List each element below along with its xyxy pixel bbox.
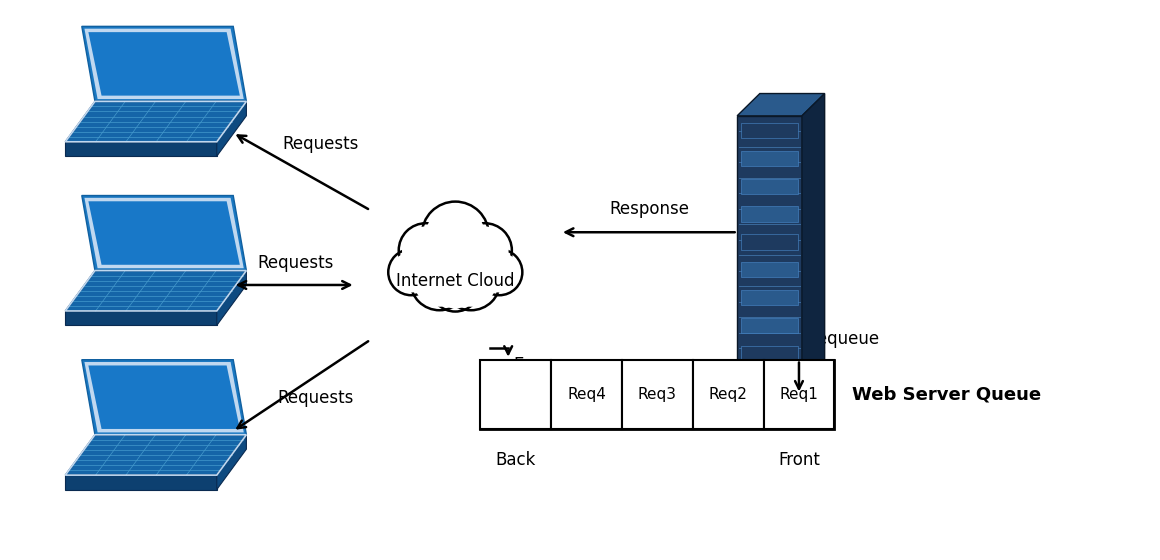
Bar (741, 179, 798, 194)
Bar (693, 360, 763, 430)
Circle shape (477, 249, 522, 295)
Polygon shape (85, 198, 244, 268)
Polygon shape (65, 270, 246, 311)
Text: Req4: Req4 (567, 387, 606, 402)
Circle shape (422, 202, 488, 268)
Bar (480, 360, 834, 430)
Bar (741, 374, 798, 389)
Bar (741, 123, 798, 138)
Polygon shape (65, 311, 217, 325)
Text: Response: Response (610, 200, 690, 218)
Bar (741, 151, 798, 166)
Polygon shape (82, 360, 246, 435)
Polygon shape (82, 195, 246, 270)
Bar (480, 360, 551, 430)
Circle shape (457, 223, 512, 278)
Bar (622, 360, 693, 430)
Circle shape (461, 226, 508, 274)
Circle shape (391, 252, 432, 292)
Polygon shape (88, 366, 240, 429)
Circle shape (479, 252, 520, 292)
Text: Internet Cloud: Internet Cloud (396, 272, 515, 290)
Polygon shape (217, 435, 246, 489)
Polygon shape (65, 101, 246, 142)
Text: Web Server Queue: Web Server Queue (853, 385, 1042, 403)
Circle shape (442, 252, 500, 310)
Circle shape (389, 249, 434, 295)
Text: Requests: Requests (258, 254, 334, 272)
Bar (741, 207, 798, 222)
Bar (763, 360, 834, 430)
Text: Requests: Requests (277, 389, 354, 407)
Circle shape (403, 226, 450, 274)
Text: Enqueue: Enqueue (513, 356, 586, 374)
Bar (551, 360, 622, 430)
Circle shape (433, 264, 478, 309)
Polygon shape (88, 32, 240, 96)
Circle shape (411, 252, 469, 310)
Bar (741, 346, 798, 361)
Polygon shape (65, 142, 217, 156)
Circle shape (426, 206, 485, 264)
Polygon shape (65, 475, 217, 489)
Polygon shape (85, 362, 244, 432)
Polygon shape (82, 26, 246, 101)
Polygon shape (737, 116, 802, 394)
Polygon shape (85, 29, 244, 99)
Bar (741, 290, 798, 305)
Bar (741, 262, 798, 277)
Polygon shape (65, 435, 246, 475)
Polygon shape (217, 270, 246, 325)
Polygon shape (88, 201, 240, 265)
Text: Front: Front (778, 451, 820, 469)
Text: Dequeue: Dequeue (804, 330, 879, 348)
Text: Req2: Req2 (709, 387, 747, 402)
Text: Req1: Req1 (780, 387, 819, 402)
Bar (741, 234, 798, 250)
Circle shape (430, 262, 480, 311)
Text: Back: Back (495, 451, 536, 469)
Polygon shape (737, 94, 825, 116)
Circle shape (399, 223, 454, 278)
Text: Requests: Requests (282, 134, 358, 153)
Text: Req3: Req3 (638, 387, 676, 402)
Circle shape (414, 255, 465, 307)
Bar (741, 318, 798, 333)
Polygon shape (802, 94, 825, 394)
Polygon shape (217, 101, 246, 156)
Circle shape (445, 255, 496, 307)
